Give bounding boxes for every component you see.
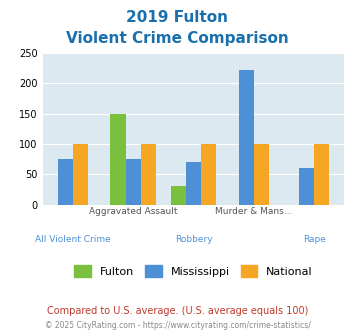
Bar <box>186 162 201 205</box>
Text: 2019 Fulton: 2019 Fulton <box>126 10 229 25</box>
Bar <box>110 114 126 205</box>
Text: Rape: Rape <box>303 235 326 244</box>
Bar <box>141 144 156 205</box>
Legend: Fulton, Mississippi, National: Fulton, Mississippi, National <box>70 261 317 281</box>
Text: Compared to U.S. average. (U.S. average equals 100): Compared to U.S. average. (U.S. average … <box>47 306 308 316</box>
Bar <box>126 159 141 205</box>
Bar <box>171 186 186 205</box>
Text: Robbery: Robbery <box>175 235 212 244</box>
Text: Violent Crime Comparison: Violent Crime Comparison <box>66 31 289 46</box>
Bar <box>239 70 254 205</box>
Bar <box>254 144 269 205</box>
Bar <box>299 168 314 205</box>
Bar <box>58 159 73 205</box>
Text: All Violent Crime: All Violent Crime <box>35 235 111 244</box>
Bar <box>314 144 329 205</box>
Bar <box>73 144 88 205</box>
Bar <box>201 144 216 205</box>
Text: © 2025 CityRating.com - https://www.cityrating.com/crime-statistics/: © 2025 CityRating.com - https://www.city… <box>45 321 310 330</box>
